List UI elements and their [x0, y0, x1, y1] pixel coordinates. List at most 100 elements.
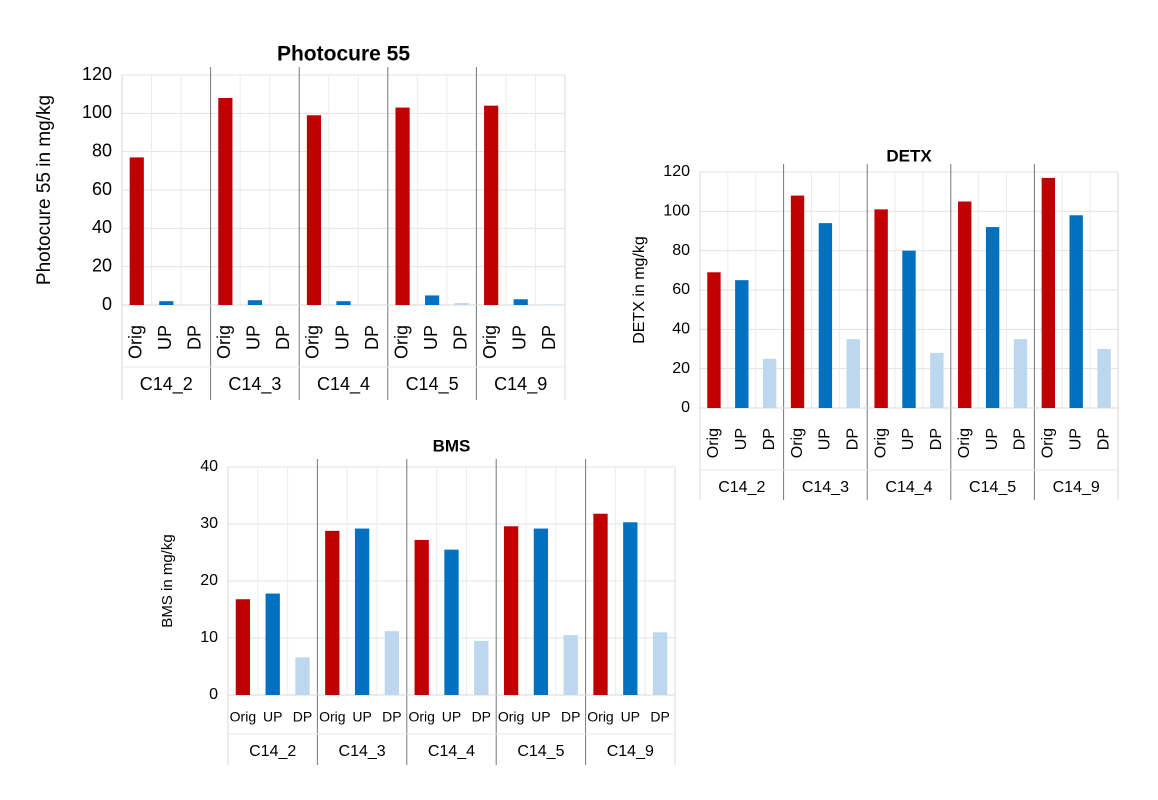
y-tick-label: 10	[200, 629, 218, 646]
x-tick-label: DP	[185, 325, 205, 350]
x-tick-label: DP	[928, 428, 945, 450]
bar	[395, 107, 410, 305]
x-tick-label: UP	[984, 428, 1001, 450]
x-tick-label: DP	[362, 325, 382, 350]
chart-title: DETX	[886, 146, 932, 165]
bar	[958, 201, 972, 408]
x-tick-label: DP	[1012, 428, 1029, 450]
x-tick-label: DP	[450, 325, 470, 350]
x-tick-label: UP	[733, 428, 750, 450]
x-tick-label: UP	[263, 709, 282, 725]
x-tick-label: Orig	[872, 428, 889, 458]
y-tick-label: 100	[663, 203, 690, 220]
chart-title: BMS	[433, 436, 471, 455]
bar	[543, 304, 558, 305]
group-label: C14_9	[607, 743, 654, 760]
bar	[425, 295, 440, 305]
group-label: C14_3	[339, 743, 386, 760]
x-tick-label: UP	[244, 325, 264, 350]
group-label: C14_9	[494, 374, 547, 395]
bar	[159, 301, 174, 305]
y-tick-label: 120	[82, 64, 112, 84]
bar	[533, 528, 549, 695]
bar	[1097, 349, 1111, 408]
bar	[930, 352, 944, 408]
group-label: C14_2	[718, 479, 765, 496]
x-tick-label: Orig	[408, 709, 434, 725]
y-axis-label: DETX in mg/kg	[631, 236, 648, 344]
x-tick-label: Orig	[214, 325, 234, 359]
x-tick-label: DP	[539, 325, 559, 350]
bar	[265, 593, 280, 695]
group-label: C14_2	[140, 374, 193, 395]
y-tick-label: 0	[102, 294, 112, 314]
group-label: C14_9	[1053, 479, 1100, 496]
y-tick-label: 80	[672, 242, 690, 259]
y-tick-label: 20	[672, 360, 690, 377]
bar	[563, 635, 578, 695]
x-tick-label: UP	[352, 709, 371, 725]
group-label: C14_4	[428, 743, 475, 760]
bar	[735, 280, 749, 408]
group-label: C14_5	[406, 374, 459, 395]
bar	[129, 157, 144, 305]
y-tick-label: 100	[82, 102, 112, 122]
x-tick-label: DP	[561, 709, 580, 725]
bar	[444, 549, 459, 695]
y-tick-label: 40	[672, 321, 690, 338]
x-tick-label: Orig	[391, 325, 411, 359]
bar	[306, 115, 322, 305]
x-tick-label: Orig	[126, 325, 146, 359]
bar	[790, 195, 805, 408]
x-tick-label: DP	[844, 428, 861, 450]
bar	[707, 272, 721, 408]
x-tick-label: UP	[817, 428, 834, 450]
x-tick-label: UP	[421, 325, 441, 350]
x-tick-label: Orig	[587, 709, 613, 725]
y-tick-label: 40	[92, 217, 112, 237]
bar	[336, 301, 351, 305]
bar	[1013, 339, 1028, 408]
x-tick-label: UP	[1067, 428, 1084, 450]
bar	[652, 632, 668, 695]
group-label: C14_3	[802, 479, 849, 496]
bar	[454, 303, 469, 305]
y-tick-label: 20	[200, 572, 218, 589]
x-tick-label: DP	[650, 709, 669, 725]
x-tick-label: DP	[382, 709, 401, 725]
bar	[593, 513, 608, 695]
y-tick-label: 30	[200, 515, 218, 532]
x-tick-label: DP	[273, 325, 293, 350]
group-label: C14_3	[228, 374, 281, 395]
x-tick-label: UP	[509, 325, 529, 350]
y-tick-label: 0	[681, 399, 690, 416]
y-axis-label: BMS in mg/kg	[159, 534, 176, 627]
y-tick-label: 20	[92, 255, 112, 275]
bar	[235, 599, 251, 695]
bar	[623, 522, 638, 695]
x-tick-label: UP	[332, 325, 352, 350]
y-tick-label: 120	[663, 163, 690, 180]
bar	[846, 339, 860, 408]
x-tick-label: Orig	[705, 428, 722, 458]
x-tick-label: UP	[900, 428, 917, 450]
x-tick-label: DP	[472, 709, 491, 725]
bar	[295, 657, 310, 695]
group-label: C14_4	[885, 479, 932, 496]
bar	[325, 530, 340, 695]
bar	[218, 98, 233, 305]
bar	[902, 250, 916, 408]
bar	[985, 227, 1000, 408]
bar	[474, 640, 489, 695]
bar	[1069, 215, 1083, 408]
bar	[818, 223, 833, 408]
x-tick-label: Orig	[319, 709, 345, 725]
x-tick-label: UP	[621, 709, 640, 725]
group-label: C14_5	[969, 479, 1016, 496]
bar	[513, 299, 528, 305]
x-tick-label: Orig	[956, 428, 973, 458]
y-tick-label: 60	[672, 281, 690, 298]
bar	[503, 526, 519, 695]
x-tick-label: UP	[155, 325, 175, 350]
